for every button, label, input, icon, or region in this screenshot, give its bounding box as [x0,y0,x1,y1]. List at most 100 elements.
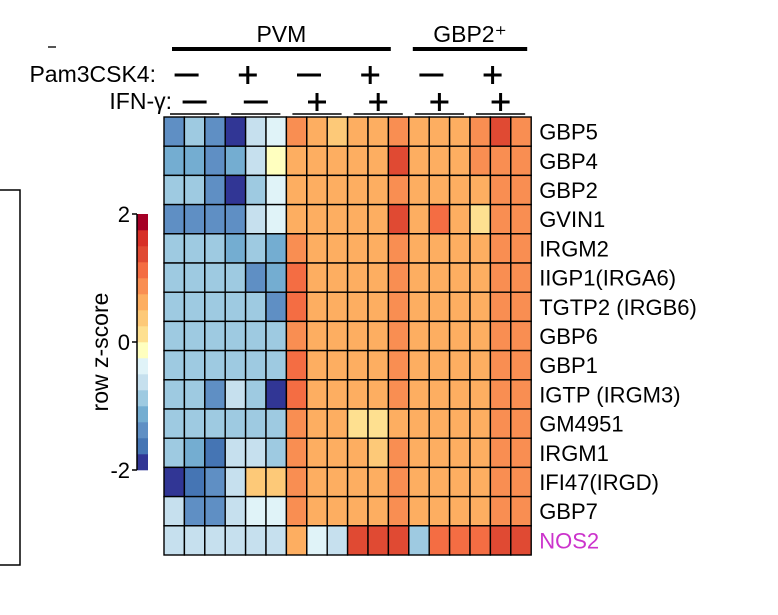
row-label: NOS2 [539,528,599,553]
heatmap-cell [428,349,451,381]
heatmap-cell [285,495,308,527]
colorbar-segment [137,438,148,455]
heatmap-cell [367,233,390,264]
heatmap-cell [408,291,430,323]
heatmap-cell [346,349,369,381]
heatmap-cell [244,262,267,293]
heatmap-cell [469,116,492,147]
heatmap-cell [244,233,267,264]
condition-plus-mark [491,93,510,111]
heatmap-cell [244,145,267,177]
heatmap-cell [448,116,471,147]
condition-plus-mark [483,66,502,84]
heatmap-cell [408,203,430,235]
heatmap-cell [489,379,512,410]
heatmap-cell [306,437,328,469]
heatmap-cell [306,495,328,527]
heatmap-cell [265,174,288,206]
colorbar-segment [137,342,148,359]
heatmap-cell [469,262,492,293]
heatmap-cell [510,203,532,235]
heatmap-cells [163,116,532,556]
colorbar-segment [137,326,148,343]
row-label: GBP2 [539,178,598,203]
heatmap-cell [163,408,186,439]
heatmap-cell [163,145,186,177]
heatmap-cell [265,437,288,469]
heatmap-cell [387,233,410,264]
heatmap-cell [265,408,288,439]
heatmap-cell [285,320,308,352]
row-label: IIGP1(IRGA6) [539,266,676,291]
heatmap-cell [489,437,512,469]
condition-plus-mark [369,93,388,111]
heatmap-cell [510,116,532,147]
heatmap-cell [387,408,410,439]
heatmap-cell [489,174,512,206]
heatmap-cell [428,233,451,264]
heatmap-cell [306,466,328,498]
heatmap-cell [183,495,206,527]
heatmap-cell [346,525,369,556]
heatmap-cell [224,408,247,439]
heatmap-cell [489,349,512,381]
heatmap-cell [285,116,308,147]
heatmap-cell [265,466,288,498]
row-label: GVIN1 [539,207,605,232]
heatmap-cell [285,466,308,498]
heatmap-cell [408,174,430,206]
heatmap-cell [408,262,430,293]
heatmap-cell [204,174,226,206]
colorbar-segment [137,278,148,295]
heatmap-cell [489,262,512,293]
heatmap-cell [489,233,512,264]
heatmap-cell [244,495,267,527]
heatmap-cell [244,349,267,381]
heatmap-cell [204,203,226,235]
heatmap-cell [285,233,308,264]
heatmap-cell [285,203,308,235]
heatmap-cell [224,291,247,323]
heatmap-cell [265,291,288,323]
colorbar-segment [137,358,148,375]
row-label: IFI47(IRGD) [539,470,659,495]
heatmap-cell [306,203,328,235]
heatmap-cell [367,437,390,469]
heatmap-cell [448,466,471,498]
heatmap-cell [204,495,226,527]
heatmap-cell [448,203,471,235]
heatmap-cell [183,262,206,293]
heatmap-cell [183,233,206,264]
heatmap-cell [306,174,328,206]
heatmap-cell [489,291,512,323]
heatmap-cell [224,262,247,293]
heatmap-cell [285,525,308,556]
heatmap-cell [183,116,206,147]
heatmap-cell [469,408,492,439]
pam3csk4-label: Pam3CSK4: [29,61,156,87]
heatmap-cell [244,203,267,235]
heatmap-cell [265,233,288,264]
condition-plus-mark [308,93,326,111]
heatmap-cell [408,466,430,498]
heatmap-cell [306,262,328,293]
heatmap-cell [163,116,186,147]
heatmap-cell [367,116,390,147]
row-label: GM4951 [539,412,623,437]
heatmap-cell [346,174,369,206]
heatmap-cell [265,320,288,352]
heatmap-cell [346,320,369,352]
heatmap-cell [306,379,328,410]
heatmap-cell [244,379,267,410]
colorbar-segment [137,294,148,311]
heatmap-cell [428,174,451,206]
heatmap-cell [163,349,186,381]
heatmap-cell [224,379,247,410]
heatmap-cell [224,320,247,352]
heatmap-cell [367,349,390,381]
heatmap-cell [346,203,369,235]
heatmap-cell [326,174,349,206]
heatmap-cell [367,408,390,439]
colorbar-segment [137,246,148,263]
heatmap-cell [204,116,226,147]
